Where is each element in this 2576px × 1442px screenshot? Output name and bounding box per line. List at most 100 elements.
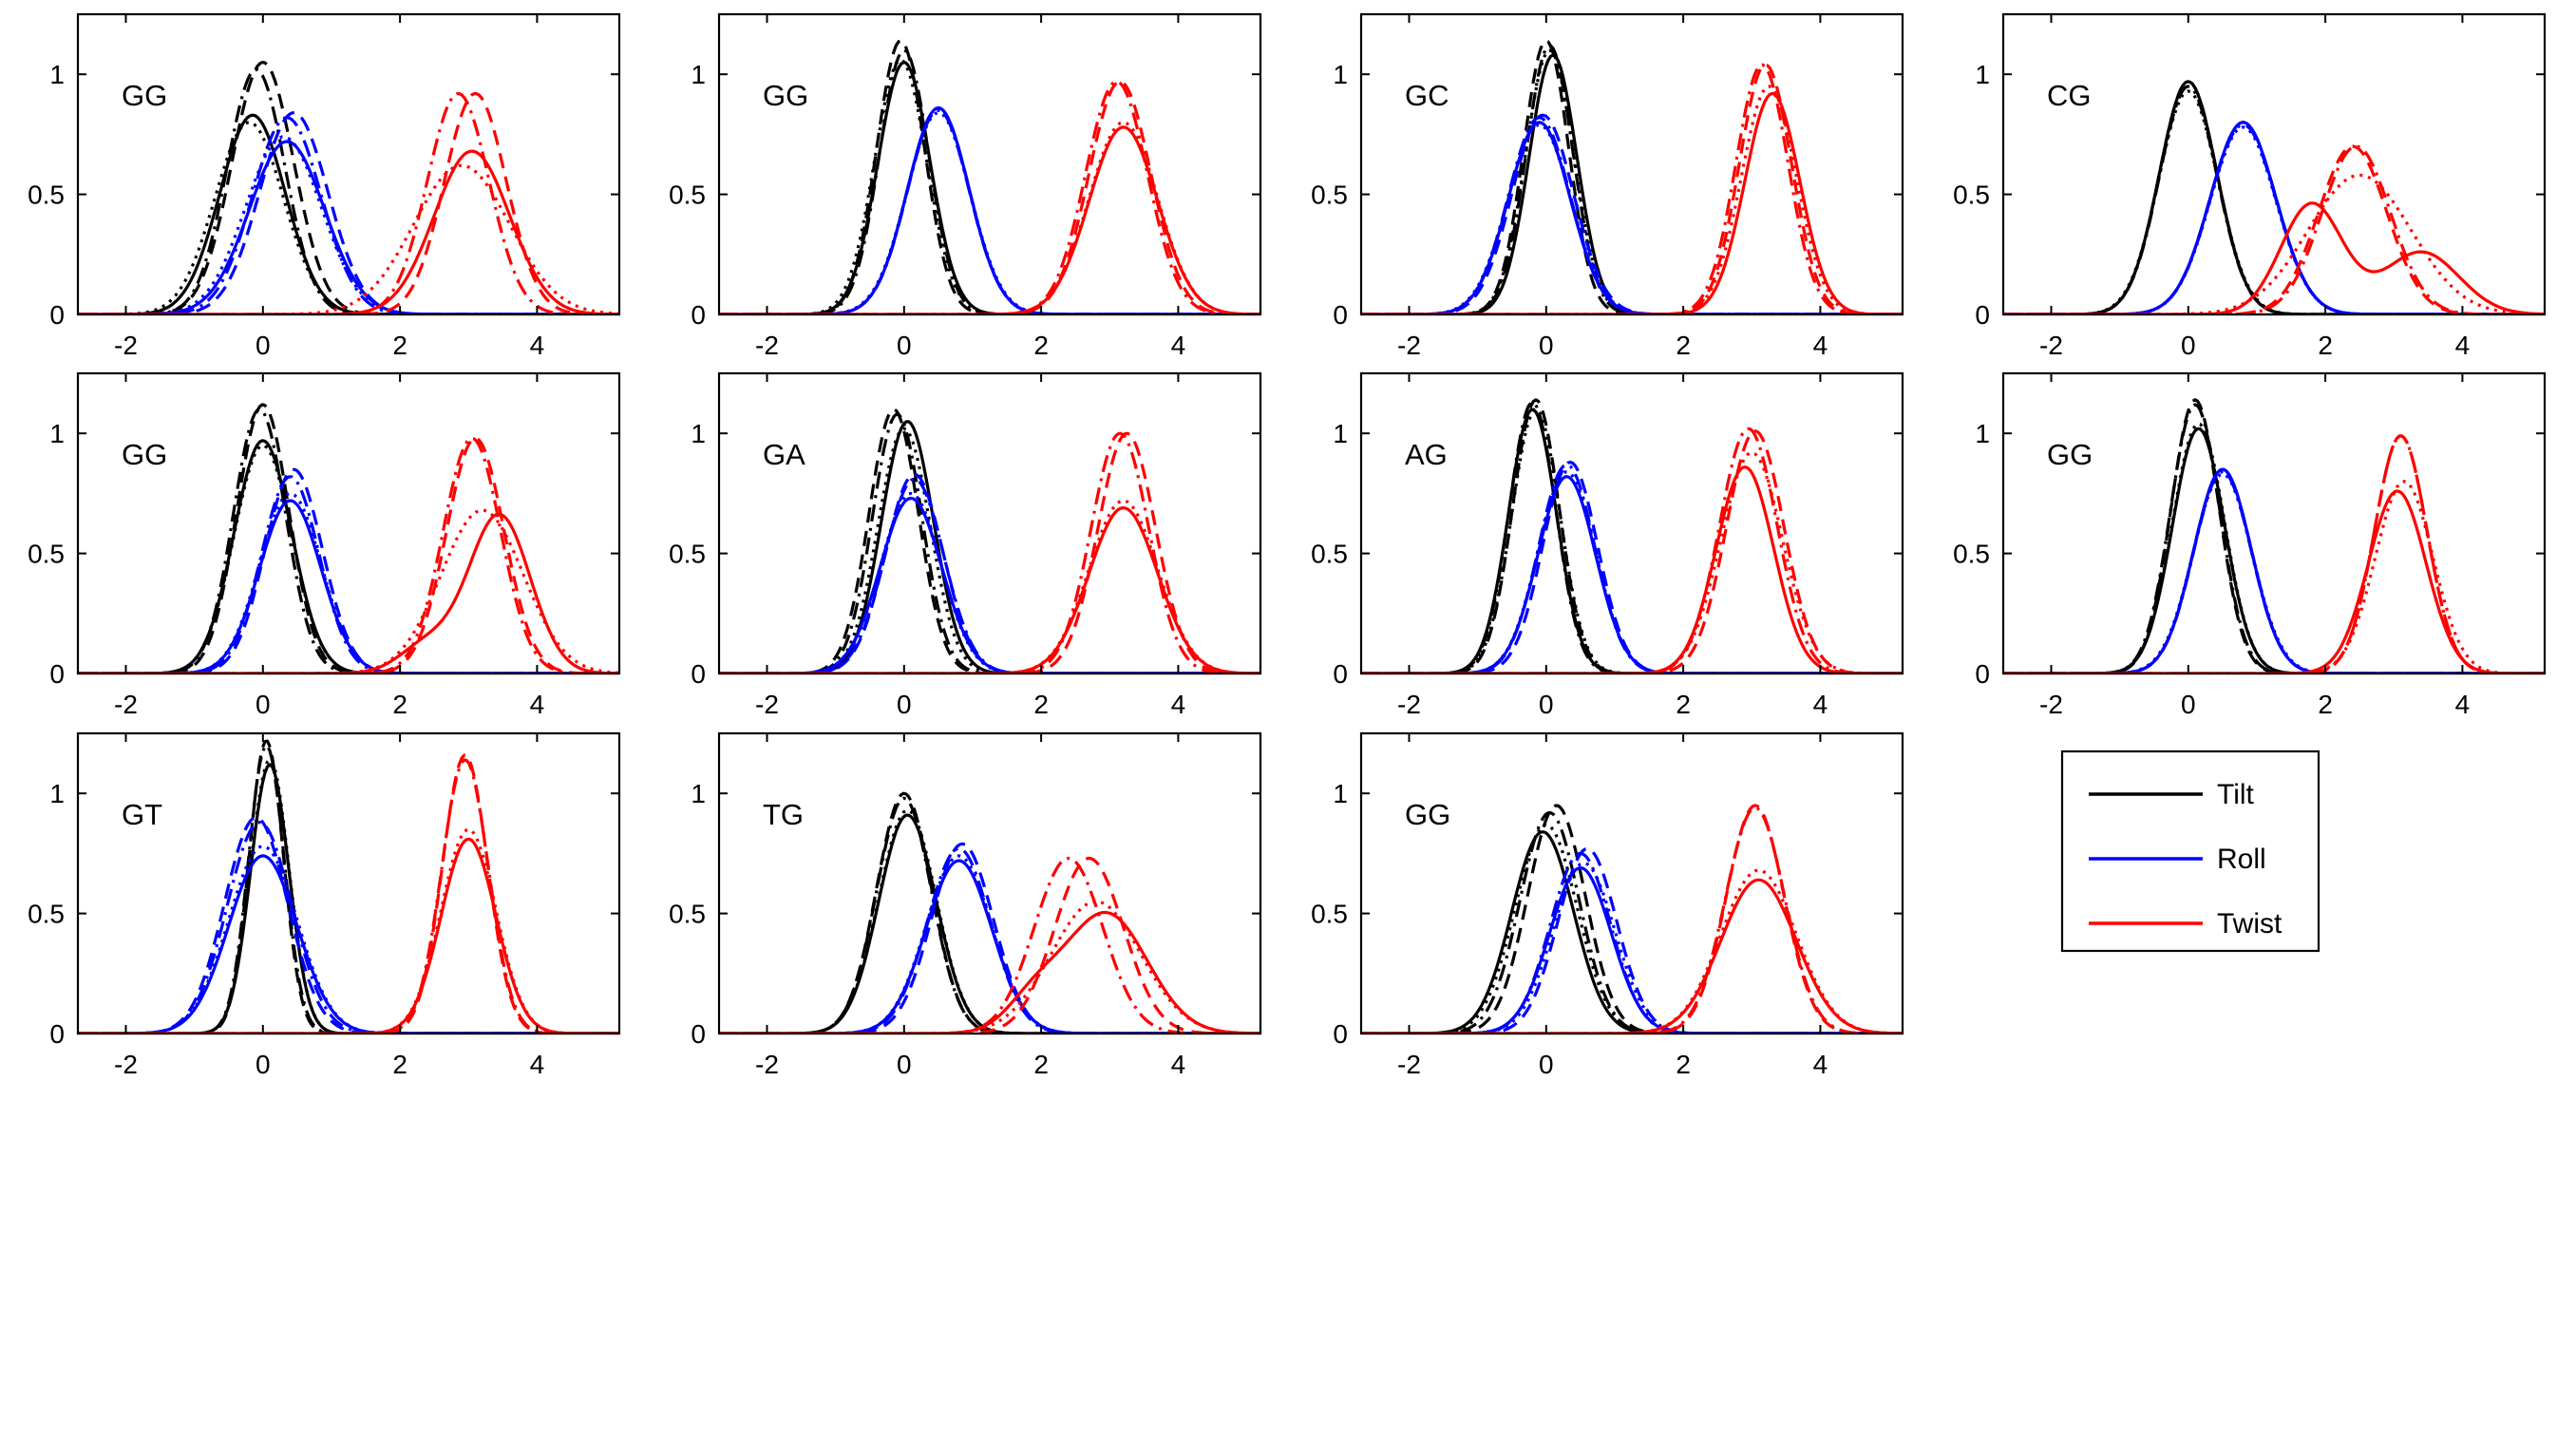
panel-label: AG xyxy=(1405,438,1448,471)
plot-frame xyxy=(2001,371,2547,675)
roll-curve-dashed xyxy=(78,111,619,314)
subplot-gc: -2 0 2 4 0 0.5 1 GC xyxy=(1311,12,1904,360)
x-tick-label: 2 xyxy=(392,1050,407,1079)
subplot-gt: -2 0 2 4 0 0.5 1 GT xyxy=(28,731,621,1079)
roll-curve-solid xyxy=(2003,467,2545,674)
roll-curve-solid xyxy=(78,499,619,674)
roll-curve-dashed xyxy=(2003,467,2545,674)
x-tick-label: -2 xyxy=(2039,331,2063,360)
x-tick-label: 0 xyxy=(2181,331,2196,360)
y-tick-label: 1 xyxy=(49,60,65,89)
y-tick-label: 0.5 xyxy=(1311,900,1348,929)
roll-curve-dashed xyxy=(1361,460,1903,674)
twist-curve-solid xyxy=(1361,465,1903,674)
x-tick-label: 4 xyxy=(530,690,545,719)
panel-label: GG xyxy=(2047,438,2093,471)
x-tick-label: -2 xyxy=(755,331,779,360)
y-tick-label: 0 xyxy=(1975,300,1990,330)
twist-curve-dashed xyxy=(2003,434,2545,674)
twist-curve-dashdot xyxy=(1361,63,1903,314)
y-tick-label: 0 xyxy=(691,300,706,330)
twist-curve-dashed xyxy=(2003,144,2545,314)
plot-frame xyxy=(76,371,621,675)
twist-curve-solid xyxy=(2003,489,2545,674)
x-tick-label: -2 xyxy=(114,1050,138,1079)
roll-curve-solid xyxy=(78,854,619,1034)
x-tick-label: 0 xyxy=(897,690,912,719)
x-tick-label: 0 xyxy=(897,1050,912,1079)
x-tick-label: -2 xyxy=(755,1050,779,1079)
y-tick-label: 0.5 xyxy=(28,900,65,929)
twist-curve-dashdot xyxy=(78,758,619,1034)
y-tick-label: 0.5 xyxy=(1953,540,1990,569)
plot-frame xyxy=(76,12,621,316)
y-tick-label: 1 xyxy=(1333,779,1348,808)
roll-curve-dashdot xyxy=(2003,470,2545,674)
y-tick-label: 0.5 xyxy=(28,540,65,569)
legend: Tilt Roll Twist xyxy=(2060,749,2320,953)
x-tick-label: 4 xyxy=(1813,1050,1828,1079)
roll-curve-solid xyxy=(1361,121,1903,314)
twist-curve-solid xyxy=(719,910,1260,1034)
y-tick-label: 0.5 xyxy=(1311,180,1348,210)
y-tick-label: 0 xyxy=(691,1019,706,1049)
x-tick-label: 0 xyxy=(1539,690,1554,719)
x-tick-label: -2 xyxy=(1397,690,1421,719)
roll-curve-solid xyxy=(1361,866,1903,1034)
subplot-gg: -2 0 2 4 0 0.5 1 GG xyxy=(28,371,621,719)
tilt-curve-dotted xyxy=(1361,823,1903,1034)
y-tick-label: 0.5 xyxy=(1311,540,1348,569)
roll-curve-dashed xyxy=(1361,113,1903,314)
subplot-gg: -2 0 2 4 0 0.5 1 GG xyxy=(1953,371,2547,719)
x-tick-label: 0 xyxy=(897,331,912,360)
x-tick-label: 4 xyxy=(1171,331,1186,360)
roll-curve-dashed xyxy=(719,842,1260,1034)
plot-frame xyxy=(1359,731,1904,1035)
twist-curve-dashed xyxy=(1361,429,1903,674)
twist-curve-dashed xyxy=(1361,804,1903,1034)
panel-label: CG xyxy=(2047,79,2092,112)
roll-curve-dashdot xyxy=(78,821,619,1034)
twist-curve-dotted xyxy=(1361,868,1903,1034)
x-tick-label: 2 xyxy=(1676,331,1691,360)
x-tick-label: 4 xyxy=(2455,690,2471,719)
twist-curve-solid xyxy=(719,506,1260,674)
roll-curve-dotted xyxy=(2003,472,2545,674)
twist-curve-dashdot xyxy=(719,856,1260,1034)
tilt-curve-dotted xyxy=(78,121,619,314)
twist-curve-solid xyxy=(2003,201,2545,314)
y-tick-label: 1 xyxy=(691,779,706,808)
twist-curve-dashed xyxy=(719,856,1260,1034)
legend-label-roll: Roll xyxy=(2217,844,2266,875)
roll-curve-dotted xyxy=(719,111,1260,314)
y-tick-label: 0 xyxy=(1333,300,1348,330)
x-tick-label: 2 xyxy=(2318,331,2333,360)
x-tick-label: -2 xyxy=(2039,690,2063,719)
twist-curve-dotted xyxy=(1361,450,1903,674)
twist-curve-solid xyxy=(78,149,619,314)
subplot-gg: -2 0 2 4 0 0.5 1 GG xyxy=(1311,731,1904,1079)
roll-curve-dotted xyxy=(2003,125,2545,314)
panel-label: GT xyxy=(122,798,162,831)
y-tick-label: 0.5 xyxy=(28,180,65,210)
x-tick-label: 0 xyxy=(1539,1050,1554,1079)
y-tick-label: 1 xyxy=(1333,60,1348,89)
x-tick-label: -2 xyxy=(1397,331,1421,360)
x-tick-label: -2 xyxy=(1397,1050,1421,1079)
x-tick-label: 2 xyxy=(1676,1050,1691,1079)
x-tick-label: 2 xyxy=(392,331,407,360)
legend-box xyxy=(2060,749,2320,953)
legend-label-twist: Twist xyxy=(2217,908,2282,939)
subplot-ag: -2 0 2 4 0 0.5 1 AG xyxy=(1311,371,1904,719)
x-tick-label: 2 xyxy=(2318,690,2333,719)
roll-curve-dotted xyxy=(719,491,1260,674)
subplot-cg: -2 0 2 4 0 0.5 1 CG xyxy=(1953,12,2547,360)
y-tick-label: 1 xyxy=(1975,60,1990,89)
roll-curve-dashed xyxy=(2003,121,2545,314)
panel-label: GC xyxy=(1405,79,1449,112)
roll-curve-dashdot xyxy=(78,116,619,314)
plot-frame xyxy=(76,731,621,1035)
twist-curve-dashdot xyxy=(719,431,1260,674)
y-tick-label: 1 xyxy=(1333,419,1348,448)
